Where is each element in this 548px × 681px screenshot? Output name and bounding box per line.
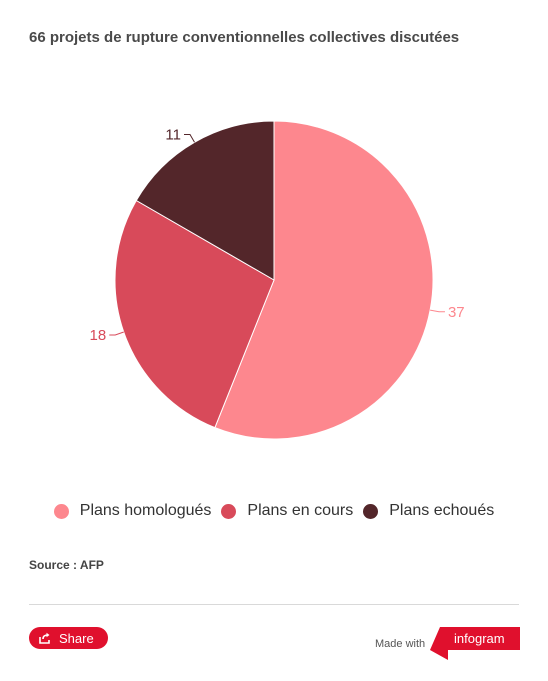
made-with-label: Made with bbox=[375, 638, 426, 650]
legend-swatch bbox=[221, 503, 237, 519]
share-button[interactable]: Share bbox=[29, 627, 108, 649]
pie-slice[interactable] bbox=[135, 120, 275, 281]
legend-label: Plans homologués bbox=[79, 502, 212, 519]
legend-swatch bbox=[363, 503, 379, 519]
legend-item-echoues[interactable]: Plans echoués bbox=[363, 502, 494, 520]
source-note: Source : AFP bbox=[29, 558, 104, 572]
slice-value-label: 18 bbox=[90, 327, 107, 344]
footer-divider bbox=[29, 604, 519, 605]
share-icon bbox=[39, 632, 50, 644]
legend-swatch bbox=[53, 503, 69, 519]
legend-label: Plans echoués bbox=[389, 502, 495, 519]
slice-value-label: 37 bbox=[448, 304, 465, 321]
chart-title: 66 projets de rupture conventionnelles c… bbox=[29, 29, 460, 46]
share-label: Share bbox=[59, 630, 94, 646]
label-leader-line bbox=[430, 309, 445, 313]
legend-item-en-cours[interactable]: Plans en cours bbox=[221, 502, 353, 520]
pie-slice[interactable] bbox=[214, 120, 434, 440]
label-leader-line bbox=[184, 134, 195, 143]
pie-chart: 37 18 11 bbox=[90, 120, 465, 440]
chart-legend: Plans homologués Plans en cours Plans ec… bbox=[0, 502, 548, 520]
svg-text:infogram: infogram bbox=[454, 631, 505, 646]
label-leader-line bbox=[109, 331, 124, 336]
infogram-logo[interactable]: infogram bbox=[430, 627, 520, 661]
legend-label: Plans en cours bbox=[247, 502, 354, 519]
slice-value-label: 11 bbox=[165, 127, 181, 144]
legend-item-homologues[interactable]: Plans homologués bbox=[53, 502, 212, 520]
